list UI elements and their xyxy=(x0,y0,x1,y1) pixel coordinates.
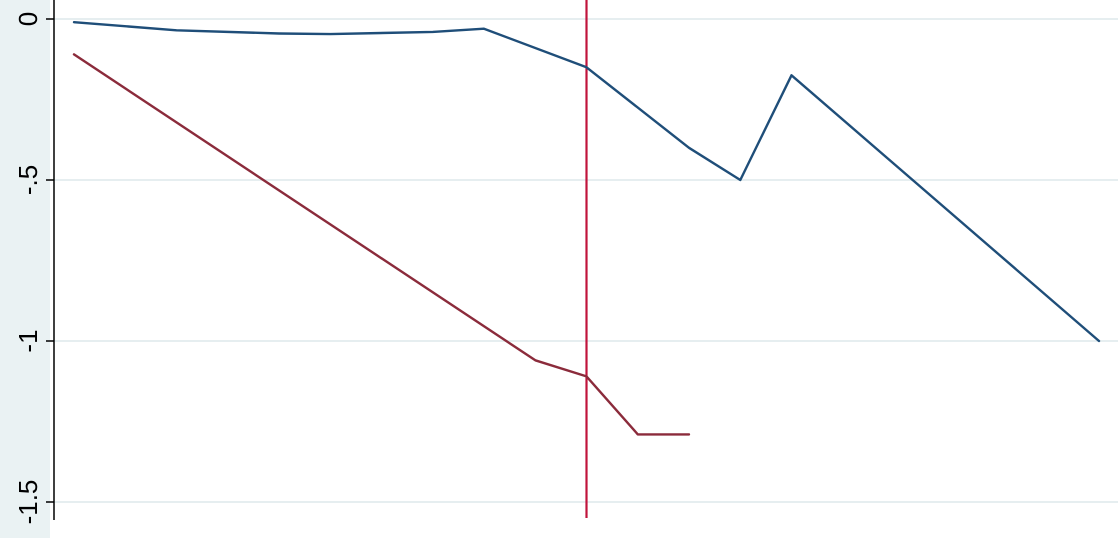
y-tick-label: -.5 xyxy=(13,165,43,195)
series-line-2 xyxy=(72,53,691,436)
y-tick-label: -1.5 xyxy=(13,480,43,525)
y-tick-label: -1 xyxy=(13,329,43,352)
series-group xyxy=(72,21,1101,436)
series-line-1 xyxy=(72,21,1101,343)
y-axis: 0 -.5 -1 -1.5 xyxy=(13,0,55,525)
plot-background xyxy=(50,0,1118,538)
y-tick-label: 0 xyxy=(13,12,43,26)
